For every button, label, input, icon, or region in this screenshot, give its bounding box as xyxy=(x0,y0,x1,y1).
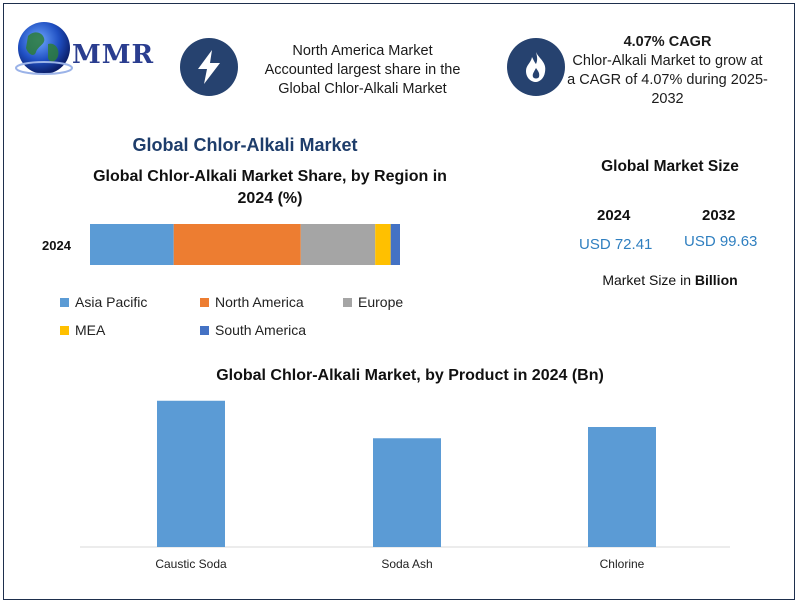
legend-label: Asia Pacific xyxy=(75,294,148,310)
product-tick-label: Soda Ash xyxy=(381,557,432,571)
info1-line-2: Accounted largest share in the xyxy=(264,62,461,78)
legend-swatch xyxy=(60,325,69,335)
info2-line-2: a CAGR of 4.07% during 2025- xyxy=(567,72,768,88)
share-segment-asia-pacific xyxy=(90,224,174,265)
product-chart: Caustic Soda Soda Ash Chlorine xyxy=(80,400,730,571)
info2-icon-circle xyxy=(507,38,565,96)
legend-label: MEA xyxy=(75,322,106,338)
product-tick-label: Caustic Soda xyxy=(155,557,227,571)
legend-swatch xyxy=(200,297,209,307)
legend-europe: Europe xyxy=(343,294,403,310)
legend-swatch xyxy=(200,325,209,335)
value-2024: USD 72.41 xyxy=(579,236,653,253)
cagr-title: 4.07% CAGR xyxy=(623,34,712,50)
note-unit: Billion xyxy=(694,272,738,288)
share-segment-mea xyxy=(375,224,391,265)
product-bar-soda-ash xyxy=(373,438,441,547)
info1-text: North America Market Accounted largest s… xyxy=(245,42,480,99)
legend-asia-pacific: Asia Pacific xyxy=(60,294,147,310)
market-size-note: Market Size in Billion xyxy=(575,272,765,288)
share-category-label: 2024 xyxy=(42,238,72,253)
flame-icon xyxy=(526,52,546,82)
info1-icon-circle xyxy=(180,38,238,96)
value-2032: USD 99.63 xyxy=(684,233,758,250)
share-legend: Asia Pacific North America Europe MEA So… xyxy=(60,294,440,344)
legend-label: South America xyxy=(215,322,307,338)
lightning-icon xyxy=(198,50,220,84)
share-segment-north-america xyxy=(173,224,301,265)
legend-mea: MEA xyxy=(60,322,105,338)
share-chart: 2024 xyxy=(42,224,400,265)
product-bar-caustic-soda xyxy=(157,400,225,547)
year-2032: 2032 xyxy=(702,207,736,224)
legend-south-america: South America xyxy=(200,322,306,338)
info1-line-3: Global Chlor-Alkali Market xyxy=(278,81,447,97)
main-title: Global Chlor-Alkali Market xyxy=(132,135,358,155)
note-prefix: Market Size in xyxy=(602,272,695,288)
info2-text: 4.07% CAGR Chlor-Alkali Market to grow a… xyxy=(565,33,770,109)
legend-north-america: North America xyxy=(200,294,304,310)
share-segment-south-america xyxy=(390,224,400,265)
year-2024: 2024 xyxy=(597,207,631,224)
globe-icon xyxy=(15,22,73,75)
legend-swatch xyxy=(60,297,69,307)
market-size-title: Global Market Size xyxy=(601,158,739,175)
mmr-logo: MMR xyxy=(14,18,164,88)
info2-line-3: 2032 xyxy=(651,91,684,107)
legend-label: Europe xyxy=(358,294,404,310)
info1-line-1: North America Market xyxy=(292,43,433,59)
product-bar-chlorine xyxy=(588,427,656,547)
info2-line-1: Chlor-Alkali Market to grow at xyxy=(572,53,763,69)
share-chart-title: Global Chlor-Alkali Market Share, by Reg… xyxy=(93,168,447,207)
product-chart-title: Global Chlor-Alkali Market, by Product i… xyxy=(216,367,604,384)
brand-name: MMR xyxy=(72,40,155,70)
product-tick-label: Chlorine xyxy=(600,557,645,571)
legend-label: North America xyxy=(215,294,304,310)
share-segment-europe xyxy=(300,224,376,265)
legend-swatch xyxy=(343,297,352,307)
